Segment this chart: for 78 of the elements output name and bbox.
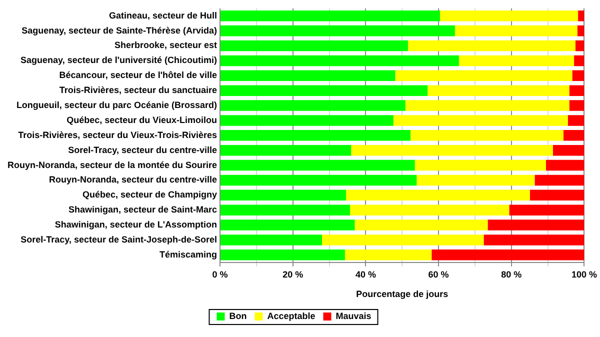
y-tick-label: Shawinigan, secteur de L'Assomption <box>54 220 217 230</box>
bar <box>220 10 440 22</box>
bar <box>395 70 572 82</box>
x-tick-label: 100 % <box>571 269 598 280</box>
bar <box>574 55 584 66</box>
bar <box>220 85 428 96</box>
bar <box>220 115 394 126</box>
y-tick-label: Sherbrooke, secteur est <box>114 40 217 50</box>
bar <box>546 160 584 171</box>
bar <box>454 25 578 36</box>
bar <box>220 190 346 201</box>
bar <box>351 144 553 156</box>
bar <box>344 250 432 260</box>
y-tick-label: Longueuil, secteur du parc Océanie (Brossard) <box>16 100 217 110</box>
bar <box>220 144 352 156</box>
bar <box>220 220 355 230</box>
legend-label: Acceptable <box>267 310 316 321</box>
bar <box>488 220 584 230</box>
x-tick-label: 20 % <box>282 269 304 280</box>
bar <box>428 85 570 96</box>
bar <box>220 25 455 36</box>
x-tick-label: 60 % <box>428 269 449 280</box>
bar <box>346 190 530 201</box>
bar <box>220 100 406 111</box>
bar <box>563 130 584 141</box>
bar <box>572 70 584 82</box>
y-tick-label: Gatineau, secteur de Hull <box>108 10 217 20</box>
y-tick-label: Rouyn-Noranda, secteur du centre-ville <box>48 174 217 185</box>
y-tick-label: Shawinigan, secteur de Saint-Marc <box>68 204 217 215</box>
bar <box>322 234 484 246</box>
bar <box>530 190 584 201</box>
bar <box>220 130 410 141</box>
bar <box>414 160 546 171</box>
bar <box>350 204 510 216</box>
bar <box>220 40 408 52</box>
bar <box>220 234 322 246</box>
y-tick-label: Trois-Rivières, secteur du Vieux-Trois-Rivières <box>18 130 217 140</box>
y-tick-label: Témiscaming <box>159 249 217 260</box>
bar <box>552 144 584 156</box>
x-tick-label: 0 % <box>212 269 228 280</box>
legend-label: Mauvais <box>336 310 372 321</box>
y-tick-label: Québec, secteur du Vieux-Limoilou <box>66 114 217 125</box>
y-tick-label: Trois-Rivières, secteur du sanctuaire <box>59 85 217 96</box>
x-axis-title: Pourcentage de jours <box>356 289 448 300</box>
bar <box>569 100 584 111</box>
bar <box>534 174 584 186</box>
bar <box>416 174 535 186</box>
bar <box>509 204 584 216</box>
bar <box>577 25 584 36</box>
y-tick-label: Saguenay, secteur de Sainte-Thérèse (Arvida) <box>22 25 217 36</box>
y-tick-label: Sorel-Tracy, secteur du centre-ville <box>68 144 217 155</box>
bar <box>440 10 578 22</box>
bar <box>393 115 568 126</box>
bar <box>220 204 350 216</box>
x-tick-label: 80 % <box>501 269 522 280</box>
y-tick-label: Québec, secteur de Champigny <box>82 190 217 200</box>
bar <box>432 250 584 260</box>
bar <box>354 220 488 230</box>
bar <box>578 10 584 22</box>
y-tick-label: Rouyn-Noranda, secteur de la montée du Sourire <box>7 160 217 170</box>
bar <box>484 234 584 246</box>
bar <box>569 85 584 96</box>
bar <box>568 115 584 126</box>
y-tick-label: Saguenay, secteur de l'université (Chicoutimi) <box>20 55 217 66</box>
bar <box>220 250 345 260</box>
x-tick-label: 40 % <box>355 269 376 280</box>
bar <box>220 174 417 186</box>
bar <box>220 160 415 171</box>
bar <box>410 130 564 141</box>
y-tick-label: Sorel-Tracy, secteur de Saint-Joseph-de-Sorel <box>20 234 217 244</box>
bar <box>408 40 576 52</box>
bar <box>220 55 459 66</box>
bar <box>405 100 570 111</box>
bar <box>458 55 574 66</box>
y-tick-label: Bécancour, secteur de l'hôtel de ville <box>59 70 217 80</box>
bar <box>220 70 396 82</box>
legend-label: Bon <box>229 310 247 321</box>
bar <box>576 40 584 52</box>
